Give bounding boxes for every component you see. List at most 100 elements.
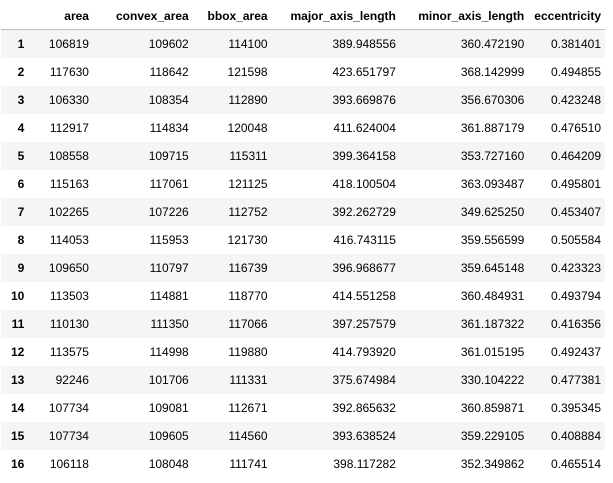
row-index: 11 <box>11 317 25 331</box>
cell-convex-area: 107226 <box>148 205 189 219</box>
cell-major-axis-length: 414.551258 <box>332 289 396 303</box>
cell-convex-area: 114834 <box>149 121 189 135</box>
cell-minor-axis-length: 359.556599 <box>460 233 525 247</box>
cell-convex-area: 114881 <box>149 289 189 303</box>
cell-major-axis-length: 393.669876 <box>332 93 396 107</box>
cell-area: 114053 <box>49 233 89 247</box>
table-header: area convex_area bbox_area major_axis_le… <box>1 4 605 30</box>
cell-eccentricity: 0.423323 <box>550 261 601 275</box>
cell-eccentricity: 0.416356 <box>550 317 601 331</box>
cell-eccentricity: 0.493794 <box>550 289 601 303</box>
cell-major-axis-length: 414.793920 <box>332 345 396 359</box>
cell-major-axis-length: 423.651797 <box>332 65 396 79</box>
dataframe-table: area convex_area bbox_area major_axis_le… <box>1 4 605 478</box>
table-row: 4 112917 114834 120048 411.624004 361.887179 0… <box>1 114 605 142</box>
table-row: 1 106819 109602 114100 389.948556 360.472190 0… <box>1 29 605 58</box>
cell-minor-axis-length: 359.645148 <box>460 261 525 275</box>
cell-eccentricity: 0.492437 <box>550 345 601 359</box>
cell-convex-area: 118642 <box>149 65 189 79</box>
cell-minor-axis-length: 353.727160 <box>460 149 525 163</box>
cell-major-axis-length: 399.364158 <box>332 149 396 163</box>
cell-convex-area: 117061 <box>149 177 189 191</box>
table-row: 8 114053 115953 121730 416.743115 359.556599 0… <box>1 226 605 254</box>
cell-eccentricity: 0.495801 <box>550 177 601 191</box>
cell-bbox-area: 121730 <box>227 233 268 247</box>
cell-bbox-area: 118770 <box>228 289 268 303</box>
cell-major-axis-length: 396.968677 <box>332 261 396 275</box>
cell-convex-area: 109715 <box>148 149 189 163</box>
cell-bbox-area: 115311 <box>229 149 268 163</box>
cell-convex-area: 101706 <box>148 373 189 387</box>
cell-minor-axis-length: 352.349862 <box>460 457 525 471</box>
cell-bbox-area: 111331 <box>229 373 268 387</box>
cell-area: 112917 <box>49 121 89 135</box>
row-index: 16 <box>11 457 25 471</box>
table-row: 6 115163 117061 121125 418.100504 363.093487 0… <box>1 170 605 198</box>
column-header-major-axis-length: major_axis_length <box>271 4 400 30</box>
cell-bbox-area: 121598 <box>227 65 268 79</box>
column-header-area: area <box>32 4 93 30</box>
cell-major-axis-length: 375.674984 <box>332 373 396 387</box>
cell-area: 106330 <box>48 93 89 107</box>
cell-minor-axis-length: 363.093487 <box>460 177 525 191</box>
cell-bbox-area: 111741 <box>229 457 268 471</box>
row-index: 2 <box>17 65 25 79</box>
cell-minor-axis-length: 360.484931 <box>460 289 525 303</box>
cell-area: 107734 <box>48 401 89 415</box>
cell-bbox-area: 112752 <box>228 205 268 219</box>
cell-eccentricity: 0.505584 <box>550 233 601 247</box>
table-row: 7 102265 107226 112752 392.262729 349.625250 0… <box>1 198 605 226</box>
table-row: 11 110130 111350 117066 397.257579 361.187322… <box>1 310 605 338</box>
cell-area: 106118 <box>49 457 89 471</box>
cell-minor-axis-length: 361.887179 <box>460 121 525 135</box>
cell-eccentricity: 0.464209 <box>550 149 601 163</box>
cell-area: 92246 <box>55 373 89 387</box>
cell-convex-area: 111350 <box>150 317 189 331</box>
cell-eccentricity: 0.423248 <box>550 93 601 107</box>
cell-major-axis-length: 398.117282 <box>333 457 396 471</box>
row-index: 12 <box>11 345 25 359</box>
cell-major-axis-length: 393.638524 <box>332 429 396 443</box>
cell-eccentricity: 0.465514 <box>550 457 601 471</box>
cell-area: 109650 <box>48 261 89 275</box>
cell-bbox-area: 112890 <box>228 93 268 107</box>
cell-bbox-area: 116739 <box>228 261 268 275</box>
row-index: 4 <box>17 121 25 135</box>
table-row: 12 113575 114998 119880 414.793920 361.015195… <box>1 338 605 366</box>
cell-convex-area: 108048 <box>148 457 189 471</box>
cell-convex-area: 109602 <box>148 37 189 51</box>
cell-eccentricity: 0.476510 <box>550 121 601 135</box>
cell-area: 102265 <box>48 205 89 219</box>
cell-convex-area: 110797 <box>149 261 189 275</box>
cell-area: 117630 <box>49 65 89 79</box>
cell-eccentricity: 0.408884 <box>550 429 601 443</box>
row-index: 1 <box>17 37 25 51</box>
column-header-eccentricity: eccentricity <box>528 4 605 30</box>
cell-major-axis-length: 411.624004 <box>333 121 396 135</box>
cell-eccentricity: 0.381401 <box>550 37 601 51</box>
cell-minor-axis-length: 359.229105 <box>460 429 525 443</box>
cell-bbox-area: 121125 <box>228 177 268 191</box>
cell-minor-axis-length: 361.187322 <box>460 317 525 331</box>
cell-minor-axis-length: 361.015195 <box>460 345 525 359</box>
cell-convex-area: 109081 <box>148 401 189 415</box>
cell-bbox-area: 114100 <box>228 37 268 51</box>
table-row: 3 106330 108354 112890 393.669876 356.670306 0… <box>1 86 605 114</box>
cell-minor-axis-length: 349.625250 <box>460 205 525 219</box>
column-header-minor-axis-length: minor_axis_length <box>399 4 529 30</box>
cell-area: 115163 <box>49 177 89 191</box>
row-index: 14 <box>11 401 25 415</box>
cell-convex-area: 108354 <box>148 93 189 107</box>
cell-major-axis-length: 392.865632 <box>332 401 396 415</box>
cell-major-axis-length: 418.100504 <box>332 177 396 191</box>
cell-minor-axis-length: 360.859871 <box>460 401 525 415</box>
table-row: 5 108558 109715 115311 399.364158 353.727160 0… <box>1 142 605 170</box>
cell-area: 107734 <box>48 429 89 443</box>
table-row: 15 107734 109605 114560 393.638524 359.229105… <box>1 422 605 450</box>
cell-eccentricity: 0.494855 <box>550 65 601 79</box>
row-index: 6 <box>17 177 25 191</box>
cell-eccentricity: 0.453407 <box>550 205 601 219</box>
cell-convex-area: 114998 <box>149 345 189 359</box>
table-row: 16 106118 108048 111741 398.117282 352.349862… <box>1 450 605 478</box>
